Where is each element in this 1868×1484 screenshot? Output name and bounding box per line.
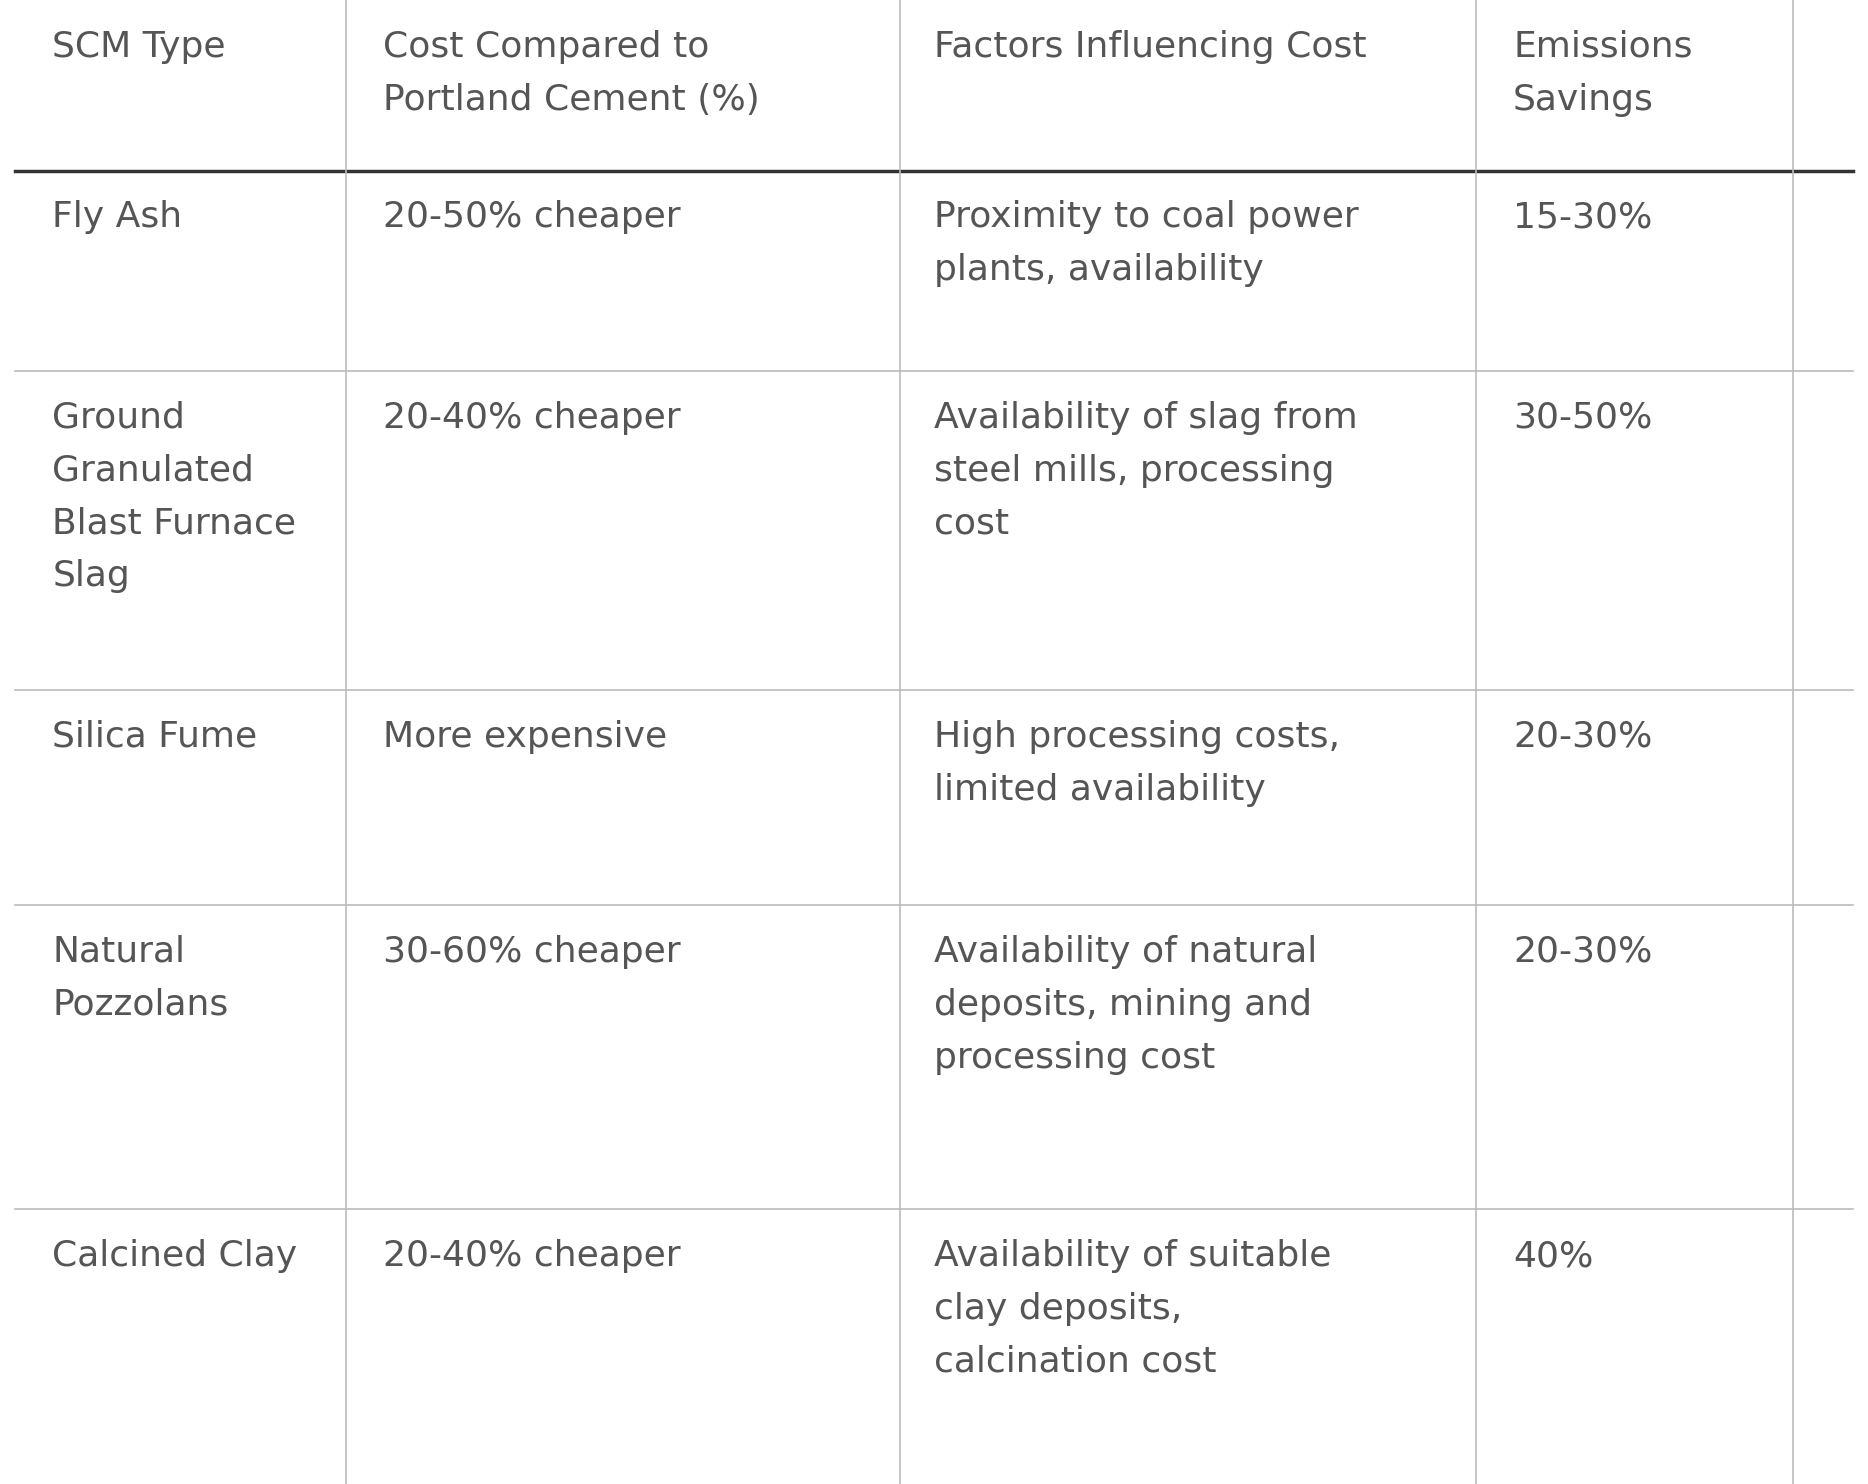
Text: Emissions
Savings: Emissions Savings: [1513, 30, 1692, 117]
Text: 20-50% cheaper: 20-50% cheaper: [383, 200, 680, 234]
Text: More expensive: More expensive: [383, 720, 667, 754]
Text: 30-60% cheaper: 30-60% cheaper: [383, 935, 680, 969]
Text: Cost Compared to
Portland Cement (%): Cost Compared to Portland Cement (%): [383, 30, 760, 117]
Text: SCM Type: SCM Type: [52, 30, 226, 64]
Text: 20-40% cheaper: 20-40% cheaper: [383, 401, 680, 435]
Text: Natural
Pozzolans: Natural Pozzolans: [52, 935, 228, 1022]
Text: Availability of suitable
clay deposits,
calcination cost: Availability of suitable clay deposits, …: [934, 1239, 1332, 1379]
Text: 20-30%: 20-30%: [1513, 720, 1653, 754]
Text: 20-40% cheaper: 20-40% cheaper: [383, 1239, 680, 1273]
Text: Proximity to coal power
plants, availability: Proximity to coal power plants, availabi…: [934, 200, 1358, 288]
Text: Factors Influencing Cost: Factors Influencing Cost: [934, 30, 1367, 64]
Text: Availability of slag from
steel mills, processing
cost: Availability of slag from steel mills, p…: [934, 401, 1358, 540]
Text: 20-30%: 20-30%: [1513, 935, 1653, 969]
Text: Ground
Granulated
Blast Furnace
Slag: Ground Granulated Blast Furnace Slag: [52, 401, 297, 594]
Text: 15-30%: 15-30%: [1513, 200, 1653, 234]
Text: Availability of natural
deposits, mining and
processing cost: Availability of natural deposits, mining…: [934, 935, 1317, 1074]
Text: 40%: 40%: [1513, 1239, 1593, 1273]
Text: High processing costs,
limited availability: High processing costs, limited availabil…: [934, 720, 1339, 807]
Text: Fly Ash: Fly Ash: [52, 200, 183, 234]
Text: 30-50%: 30-50%: [1513, 401, 1653, 435]
Text: Calcined Clay: Calcined Clay: [52, 1239, 297, 1273]
Text: Silica Fume: Silica Fume: [52, 720, 258, 754]
